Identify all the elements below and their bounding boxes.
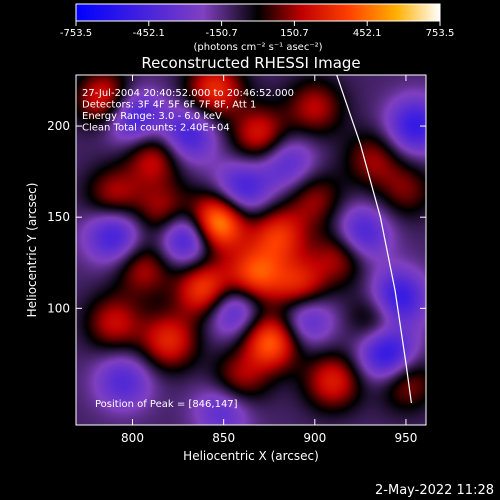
colorbar-tick-label: -150.7: [205, 28, 237, 39]
footer-date: 2-May-2022 11:28: [375, 483, 494, 498]
y-tick-label: 100: [47, 301, 70, 315]
y-axis-label: Heliocentric Y (arcsec): [25, 183, 39, 318]
y-tick-label: 150: [47, 210, 70, 224]
annotation-line: Detectors: 3F 4F 5F 6F 7F 8F, Att 1: [82, 100, 256, 111]
peak-position-label: Position of Peak = [846,147]: [95, 399, 238, 410]
colorbar-gradient: [75, 3, 441, 22]
x-axis-label: Heliocentric X (arcsec): [183, 449, 319, 463]
colorbar-tick-label: -753.5: [60, 28, 92, 39]
annotation-line: Clean Total counts: 2.40E+04: [82, 123, 230, 134]
plot-frame: [75, 74, 427, 426]
colorbar-tick-label: 452.1: [353, 28, 382, 39]
solar-limb-curve: [336, 75, 412, 404]
x-tick-label: 850: [212, 431, 235, 445]
annotation-line: 27-Jul-2004 20:40:52.000 to 20:46:52.000: [82, 88, 294, 99]
heatmap-image: [76, 75, 426, 425]
x-tick-label: 900: [303, 431, 326, 445]
annotation-block: 27-Jul-2004 20:40:52.000 to 20:46:52.000…: [82, 88, 294, 134]
colorbar-tick-label: 753.5: [426, 28, 455, 39]
x-tick-label: 800: [121, 431, 144, 445]
colorbar-unit-label: (photons cm⁻² s⁻¹ asec⁻²): [193, 42, 322, 53]
chart-title: Reconstructed RHESSI Image: [141, 54, 360, 72]
annotation-line: Energy Range: 3.0 - 6.0 keV: [82, 111, 222, 122]
colorbar-tick-label: 150.7: [280, 28, 309, 39]
colorbar-tick-label: -452.1: [133, 28, 165, 39]
x-tick-label: 950: [394, 431, 417, 445]
y-tick-label: 200: [47, 119, 70, 133]
axes: 800 850 900 950 100 150 200: [47, 75, 426, 445]
colorbar-ticks: -753.5 -452.1 -150.7 150.7 452.1 753.5: [60, 21, 454, 39]
